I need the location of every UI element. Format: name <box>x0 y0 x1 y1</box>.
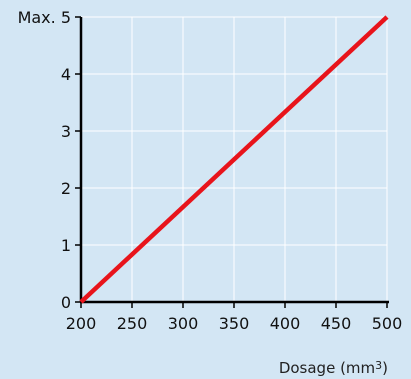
x-axis-title: Dosage (mm3) <box>279 359 388 377</box>
y-tick-labels: 0 1 2 3 4 Max. 5 <box>18 8 71 312</box>
x-tick-label: 250 <box>117 314 148 333</box>
x-tick-label: 450 <box>321 314 352 333</box>
y-tick-label: 4 <box>61 65 71 84</box>
x-tick-label: 200 <box>66 314 97 333</box>
y-tick-label: 1 <box>61 236 71 255</box>
grid <box>81 16 388 302</box>
x-tick-labels: 200 250 300 350 400 450 500 <box>66 314 403 333</box>
series <box>79 15 389 304</box>
axes <box>75 16 389 308</box>
x-tick-label: 350 <box>219 314 250 333</box>
series-line <box>79 15 389 304</box>
x-axis-title-text: Dosage (mm <box>279 359 375 377</box>
x-tick-label: 500 <box>372 314 403 333</box>
y-tick-label: 2 <box>61 179 71 198</box>
y-tick-label: 0 <box>61 293 71 312</box>
x-axis-title-suffix: ) <box>382 359 388 377</box>
x-tick-label: 300 <box>168 314 199 333</box>
x-tick-label: 400 <box>270 314 301 333</box>
x-axis-title-superscript: 3 <box>375 359 382 372</box>
y-tick-label: 3 <box>61 122 71 141</box>
y-tick-label: Max. 5 <box>18 8 71 27</box>
